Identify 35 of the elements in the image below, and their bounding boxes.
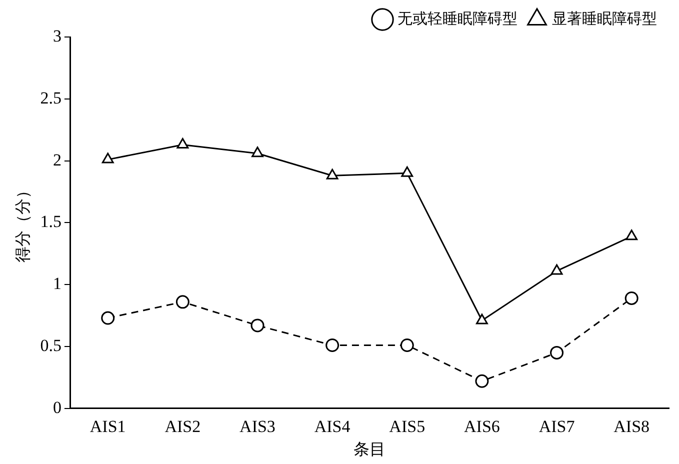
point xyxy=(176,295,190,309)
point xyxy=(102,152,114,164)
point xyxy=(101,311,115,325)
legend-label: 显著睡眠障碍型 xyxy=(552,9,657,28)
y-tick-label: 0.5 xyxy=(40,336,62,355)
legend-label: 无或轻睡眠障碍型 xyxy=(398,9,518,28)
point xyxy=(550,264,563,275)
y-tick-label: 1.5 xyxy=(40,212,62,232)
x-tick-label: AIS3 xyxy=(240,417,276,436)
point xyxy=(624,291,638,305)
y-axis-title: 得分（分） xyxy=(12,182,32,263)
point xyxy=(550,346,564,360)
x-tick-label: AIS6 xyxy=(464,417,500,436)
x-tick-label: AIS4 xyxy=(314,417,351,436)
y-tick-label: 2.5 xyxy=(40,88,62,108)
point xyxy=(626,230,638,240)
x-tick-label: AIS7 xyxy=(538,417,576,436)
x-tick-label: AIS2 xyxy=(164,417,201,436)
y-tick-label: 1 xyxy=(52,274,62,294)
point xyxy=(475,374,489,388)
x-tick-label: AIS8 xyxy=(614,417,650,436)
y-tick-label: 2 xyxy=(52,150,62,170)
point xyxy=(476,314,488,324)
point xyxy=(176,138,189,148)
point xyxy=(401,166,414,177)
point xyxy=(250,318,264,332)
y-tick-label: 3 xyxy=(52,26,62,46)
point xyxy=(326,338,340,352)
x-tick-label: AIS5 xyxy=(389,417,426,436)
point xyxy=(326,168,338,180)
x-tick-label: AIS1 xyxy=(90,417,126,436)
point xyxy=(252,146,264,158)
x-axis-title: 条目 xyxy=(354,440,386,459)
y-tick-label: 0 xyxy=(52,398,62,417)
point xyxy=(400,338,414,352)
